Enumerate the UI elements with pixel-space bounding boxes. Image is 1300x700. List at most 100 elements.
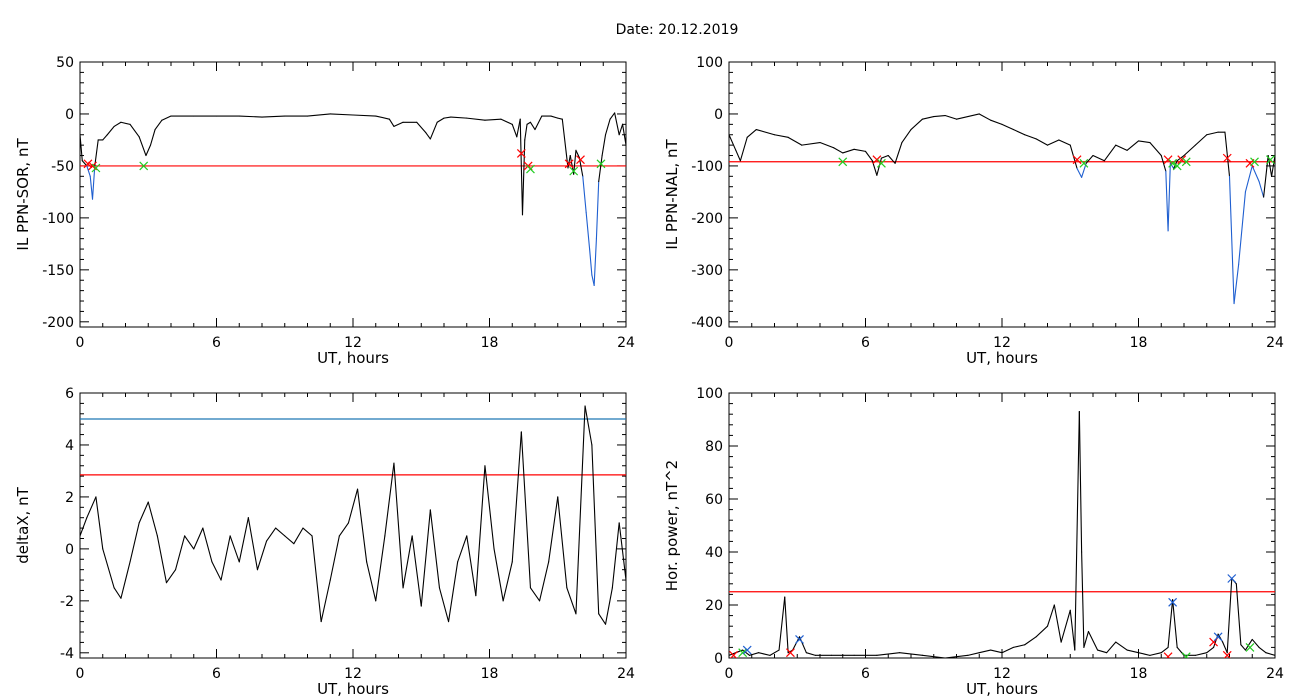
series-segment — [876, 652, 901, 656]
series-segment — [1053, 604, 1062, 643]
x-tick-label: 0 — [725, 666, 734, 682]
y-tick-label: -200 — [691, 211, 723, 227]
series-segment — [622, 123, 626, 146]
series-segment — [86, 496, 97, 519]
series-segment — [584, 405, 593, 446]
series-segment — [784, 596, 789, 654]
event-marker-stroke — [1168, 597, 1178, 607]
series-segment — [1240, 644, 1246, 651]
event-marker-stroke — [795, 635, 804, 644]
series-segment — [864, 150, 873, 162]
series-segment — [211, 561, 222, 581]
series-segment — [894, 141, 903, 164]
series-segment — [748, 652, 760, 656]
series-segment — [1172, 599, 1178, 648]
series-segment — [1078, 410, 1083, 553]
event-marker — [738, 648, 748, 658]
series-segment — [1160, 646, 1169, 654]
event-marker — [1181, 157, 1191, 167]
event-marker — [91, 163, 101, 173]
series-segment — [1060, 609, 1071, 643]
series-segment — [113, 587, 122, 599]
y-tick-label: -300 — [691, 263, 723, 279]
series-segment — [238, 115, 263, 118]
series-segment — [601, 134, 607, 157]
series-segment — [511, 123, 518, 138]
plot-frame — [79, 392, 627, 659]
series-segment — [388, 118, 395, 127]
series-segment — [425, 132, 431, 140]
series-segment — [1137, 652, 1151, 656]
series-segment — [393, 462, 404, 589]
series-segment — [438, 587, 450, 623]
event-marker-stroke — [569, 166, 579, 176]
plot-area — [729, 410, 1275, 658]
series-segment — [899, 652, 923, 656]
event-marker-stroke — [526, 164, 535, 174]
series-segment — [739, 136, 748, 162]
event-marker-stroke — [1266, 155, 1275, 165]
series-segment — [842, 148, 855, 154]
series-segment — [798, 636, 807, 654]
plot-area — [80, 112, 626, 286]
series-segment — [1085, 154, 1094, 164]
event-marker-stroke — [1181, 157, 1191, 167]
series-segment — [302, 527, 313, 537]
series-segment — [526, 121, 532, 125]
series-segment — [944, 114, 958, 120]
event-marker — [1177, 155, 1187, 165]
x-tick-label: 0 — [76, 335, 85, 351]
event-marker-stroke — [1163, 155, 1173, 165]
x-tick-label: 12 — [993, 666, 1011, 682]
series-segment — [1222, 641, 1228, 654]
series-segment — [520, 431, 532, 589]
x-tick-label: 18 — [481, 666, 499, 682]
series-segment — [129, 123, 140, 138]
x-tick-label: 0 — [76, 666, 85, 682]
series-segment — [138, 501, 149, 524]
series-segment — [978, 649, 992, 654]
series-segment — [1058, 139, 1071, 146]
x-tick-label: 24 — [617, 335, 635, 351]
series-segment — [138, 136, 147, 157]
event-marker-stroke — [1177, 155, 1187, 165]
event-marker-stroke — [1172, 161, 1182, 171]
series-segment — [1087, 630, 1099, 651]
series-segment — [1083, 630, 1089, 648]
chart-sor: 0 6 12 18 24 50 0 -50 -100 -150 -200 UT, hours IL PP… — [14, 55, 635, 367]
series-segment — [420, 509, 431, 607]
series-segment — [1167, 162, 1171, 232]
series-segment — [529, 587, 541, 602]
series-segment — [1097, 649, 1108, 654]
series-segment — [184, 535, 195, 550]
event-marker — [1163, 155, 1173, 165]
event-marker — [1245, 642, 1255, 652]
y-tick-label: 6 — [65, 386, 74, 402]
event-marker — [872, 155, 882, 165]
series-segment — [1069, 609, 1076, 651]
series-segment — [589, 248, 593, 276]
series-segment — [618, 522, 626, 581]
series-segment — [484, 465, 495, 550]
event-marker — [569, 166, 579, 176]
event-marker — [1168, 597, 1178, 607]
series-segment — [769, 649, 780, 656]
y-tick-label: 0 — [714, 107, 723, 123]
series-segment — [411, 535, 422, 607]
series-segment — [147, 501, 158, 537]
x-axis-label: UT, hours — [317, 349, 389, 367]
series-segment — [356, 488, 368, 563]
y-tick-label: 100 — [696, 386, 723, 402]
series-segment — [819, 141, 835, 149]
series-segment — [1267, 154, 1273, 177]
event-marker-stroke — [877, 158, 886, 168]
event-marker — [1079, 158, 1089, 168]
event-marker — [786, 648, 795, 658]
event-marker — [1168, 158, 1178, 168]
series-segment — [955, 113, 980, 120]
series-segment — [557, 496, 568, 589]
series-segment — [80, 134, 83, 162]
event-marker-stroke — [730, 650, 738, 658]
x-tick-label: 12 — [993, 335, 1011, 351]
event-marker — [564, 159, 574, 169]
